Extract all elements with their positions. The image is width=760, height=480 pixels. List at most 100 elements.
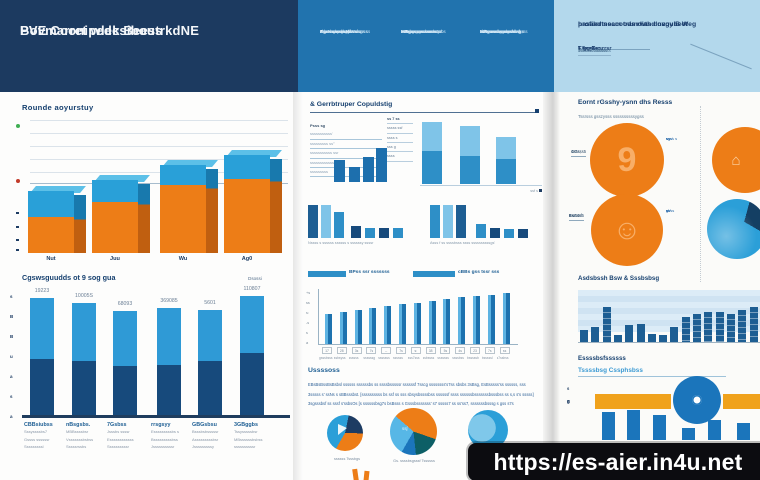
ascending-bar (325, 314, 332, 344)
x-word-label: bsssssb (467, 356, 479, 360)
y-axis-tick: s (10, 294, 13, 299)
chart2-note: Dsossi (248, 276, 262, 281)
text-line: 4sssss5 (571, 148, 587, 157)
text-line: sssss ssf (387, 124, 413, 134)
x-category-label: Nut (46, 256, 56, 262)
bar-navy-segment (157, 365, 181, 415)
orange-circle-1: 9 (590, 123, 664, 197)
text-line: s, (666, 136, 670, 141)
orange-band-chart (578, 376, 760, 440)
bar-3d (224, 150, 282, 253)
text-line: sssssssssssssr (401, 29, 431, 34)
y-axis-tick: a (306, 341, 309, 345)
text-line: sV (666, 208, 671, 213)
blue-circle (673, 376, 721, 424)
x-word-label: s7ssbss (496, 356, 509, 360)
ascending-bar-chart (318, 289, 518, 345)
bar-light-top (460, 126, 480, 156)
pie-annotation: ssʃ (402, 426, 408, 431)
x-tick-box: 3s (351, 347, 362, 354)
text-line: ssssbssssscsssssssr' (401, 29, 443, 34)
category-label-block: 3GBggbs Tssysssssbsr MBssssssbsbss ssssssss… (234, 422, 274, 451)
sail-icon (338, 424, 347, 435)
ascending-chart-y-ticks: +s ss s: -s s a (306, 289, 317, 345)
text-line: sbi sssssssssbsssbsr s (480, 29, 525, 34)
category-name: 3GBggbs (234, 422, 258, 428)
legend-label-2: cBBs gss tssr sss (458, 270, 500, 275)
bar-light-segment (30, 298, 54, 359)
text-line: ss'sg s ssssssgsss ss, (480, 29, 523, 34)
band-bar (670, 327, 679, 342)
category-sub-line: Bsssbsbsssssr (192, 429, 219, 434)
gridline (30, 183, 288, 184)
y-axis-tick: g (567, 399, 570, 404)
text-line: sssssssss ss° (310, 140, 382, 150)
axis-tick (16, 226, 19, 228)
ascending-chart-baseline (318, 344, 518, 345)
bar-side-face (206, 169, 218, 253)
bar-orange-segment (160, 185, 206, 253)
text-line: Psss sg (310, 123, 326, 128)
body-paragraph: EBsBsBssBsBsbsl ssssss ssssssbs ss ssssb… (308, 380, 542, 409)
caption-text: Asss f ss ssssbsss ssss ssssssssssgs' (430, 241, 496, 245)
bar-side-face (138, 184, 150, 253)
red-tick-icon (16, 179, 20, 183)
caption-text: Nssss s ssssss ssssss s ssssssy ssssr (308, 241, 374, 245)
category-sub-line: MBBssssbsr (66, 429, 89, 434)
band-bar (613, 335, 622, 342)
band-bar (715, 312, 724, 342)
category-sub-line: Jsssssssssy (192, 444, 214, 450)
bar-light-segment (72, 303, 96, 361)
band-bar (704, 312, 713, 342)
mini-bar (430, 205, 440, 238)
band-bar (636, 324, 645, 342)
text-line: g (666, 208, 669, 213)
y-axis-tick: s (306, 331, 308, 335)
stacked-bar-chart: 19223 10005S 68093 369085 5601 110807 (22, 286, 290, 418)
x-tick-box: 7s (396, 347, 406, 354)
stat-sub: bssssss csssssss (578, 46, 611, 56)
stacked-bar (157, 308, 181, 415)
text-line: sr ssssssssgss ssbsbsss (480, 29, 528, 34)
mini-stacked-bar (422, 122, 442, 184)
x-tick-box: ss (499, 347, 510, 354)
x-category-label: Ag0 (241, 256, 253, 262)
category-sub-line: Jsssbs ssssr (107, 429, 130, 434)
blue-bar (737, 423, 750, 440)
bar-value-label: 369085 (160, 298, 178, 304)
bar-light-segment (113, 311, 137, 366)
x-word-label: ssssbss (452, 356, 464, 360)
legend-swatch-2 (413, 271, 455, 277)
x-tick-box: 7s (484, 347, 495, 354)
gridline (30, 172, 288, 173)
mini-bar (393, 228, 403, 238)
x-word-label: ssbssss (422, 356, 435, 360)
mini-b-footnote: ssf s (530, 189, 538, 193)
mini-bar (456, 205, 466, 238)
page-fold-shadow (543, 92, 561, 480)
bar-light-top (422, 122, 442, 151)
category-sub-line: Esssssssssbs s (151, 429, 180, 434)
category-sub-line: Sssyssssbs7 (24, 429, 48, 434)
x-word-label: sssssss (378, 356, 390, 360)
mini-bar (365, 228, 375, 238)
axis-tick (16, 249, 19, 251)
stat-label: T gg Gssrrsr (578, 46, 612, 52)
x-tick-box: 23 (470, 347, 480, 354)
text-line: ssss (387, 152, 413, 162)
ascending-bar (339, 312, 347, 344)
bar-navy-segment (113, 366, 137, 415)
text-line: sssssssssssssss (480, 29, 513, 34)
middle-bold-label: Ussssoss (308, 367, 340, 374)
mini-chart-c-caption: Nssss s ssssss ssssss s ssssssy ssssr (308, 241, 420, 245)
category-sub-line: Jssssssssssr (151, 444, 175, 450)
blue-bar (627, 410, 640, 440)
website-url-banner[interactable]: https://es-aier.in4u.net (468, 443, 760, 480)
mini-chart-a-table: ss 7 ss sssss ssf ssss s sss g ssss (387, 115, 413, 162)
text-line: msssssgsssssssbs, (401, 29, 439, 34)
mini-bar (308, 205, 318, 238)
y-axis-tick: a (10, 414, 13, 419)
text-line: sbmsbsbssbsck ssssgs ss (320, 29, 371, 34)
